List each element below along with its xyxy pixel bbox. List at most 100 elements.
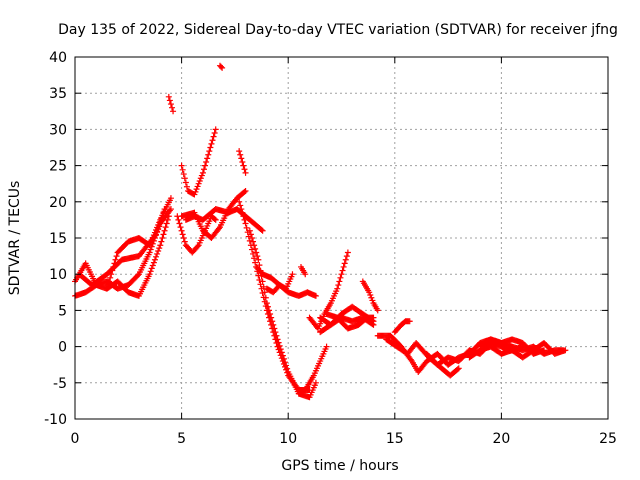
y-tick-label: 5 bbox=[58, 303, 67, 319]
data-point bbox=[191, 191, 198, 198]
data-point bbox=[156, 245, 163, 252]
data-point bbox=[277, 346, 284, 353]
data-point bbox=[179, 166, 186, 173]
data-point bbox=[178, 227, 185, 234]
series-arc-q bbox=[297, 263, 309, 278]
data-point bbox=[344, 249, 351, 256]
data-point bbox=[259, 227, 266, 234]
data-point bbox=[274, 336, 281, 343]
data-point bbox=[209, 137, 216, 144]
x-axis-label: GPS time / hours bbox=[281, 458, 398, 474]
data-point bbox=[164, 216, 171, 223]
data-point bbox=[252, 259, 259, 266]
data-point bbox=[207, 144, 214, 151]
data-point bbox=[205, 151, 212, 158]
data-point bbox=[368, 294, 375, 301]
data-point bbox=[237, 151, 244, 158]
data-point bbox=[252, 245, 259, 252]
series-arc-ac bbox=[477, 336, 567, 357]
data-point bbox=[241, 188, 248, 195]
data-point bbox=[199, 169, 206, 176]
data-point bbox=[195, 180, 202, 187]
data-point bbox=[165, 213, 172, 220]
data-point bbox=[261, 289, 268, 296]
data-point bbox=[155, 225, 162, 232]
data-point bbox=[206, 148, 213, 155]
data-point bbox=[369, 321, 376, 328]
data-point bbox=[242, 169, 249, 176]
y-tick-label: 25 bbox=[49, 159, 67, 175]
series-arc-o bbox=[295, 343, 330, 397]
data-point bbox=[246, 227, 253, 234]
data-point bbox=[238, 206, 245, 213]
data-point bbox=[154, 228, 161, 235]
data-point bbox=[254, 253, 261, 260]
data-point bbox=[165, 93, 172, 100]
data-point bbox=[239, 158, 246, 165]
data-point bbox=[180, 235, 187, 241]
data-point bbox=[181, 238, 188, 245]
data-point bbox=[280, 355, 287, 362]
data-point bbox=[242, 220, 249, 227]
y-tick-label: 10 bbox=[49, 267, 67, 283]
data-point bbox=[240, 213, 247, 220]
data-point bbox=[105, 282, 112, 289]
data-point bbox=[178, 162, 185, 169]
data-point bbox=[167, 206, 174, 213]
data-point bbox=[339, 267, 346, 274]
series-arc-u bbox=[317, 314, 377, 336]
data-point bbox=[107, 274, 114, 281]
y-tick-label: 35 bbox=[49, 86, 67, 102]
y-tick-label: -10 bbox=[44, 412, 67, 428]
data-point bbox=[256, 276, 263, 283]
data-point bbox=[153, 231, 160, 238]
data-point bbox=[167, 195, 174, 202]
data-point bbox=[194, 243, 201, 250]
data-point bbox=[302, 271, 309, 278]
data-point bbox=[341, 260, 348, 267]
series-arc-h bbox=[178, 187, 249, 241]
data-point bbox=[158, 238, 165, 245]
series-arc-x bbox=[383, 336, 462, 379]
data-point bbox=[263, 300, 270, 307]
data-point bbox=[342, 256, 349, 263]
data-point bbox=[134, 272, 141, 279]
data-point bbox=[151, 256, 158, 263]
data-point bbox=[271, 325, 278, 332]
data-point bbox=[162, 224, 169, 231]
data-point bbox=[160, 231, 167, 238]
data-point bbox=[153, 253, 160, 260]
data-point bbox=[106, 278, 113, 285]
data-point bbox=[335, 282, 342, 289]
x-tick-label: 15 bbox=[386, 431, 404, 447]
data-point bbox=[370, 321, 377, 328]
data-point bbox=[218, 63, 225, 70]
data-point bbox=[169, 104, 176, 111]
data-point bbox=[247, 231, 254, 238]
y-axis-label: SDTVAR / TECUs bbox=[7, 181, 23, 296]
data-point bbox=[197, 175, 204, 182]
data-point bbox=[200, 166, 207, 173]
data-point bbox=[343, 253, 350, 260]
y-tick-label: 20 bbox=[49, 195, 67, 211]
series-arc-r bbox=[306, 249, 351, 332]
data-point bbox=[366, 289, 373, 296]
data-point bbox=[179, 231, 186, 238]
data-point bbox=[212, 126, 219, 133]
data-point bbox=[147, 268, 154, 275]
data-point bbox=[262, 294, 269, 301]
data-point bbox=[243, 224, 250, 231]
y-tick-label: 15 bbox=[49, 231, 67, 247]
data-point bbox=[374, 307, 381, 314]
series-arc-v bbox=[359, 278, 381, 314]
data-point bbox=[180, 171, 187, 178]
data-point bbox=[163, 220, 170, 227]
data-point bbox=[113, 253, 120, 260]
data-point bbox=[455, 365, 462, 372]
data-point bbox=[340, 263, 347, 270]
data-point bbox=[175, 216, 182, 223]
x-tick-label: 20 bbox=[492, 431, 510, 447]
data-point bbox=[268, 314, 275, 321]
data-point bbox=[255, 256, 262, 263]
